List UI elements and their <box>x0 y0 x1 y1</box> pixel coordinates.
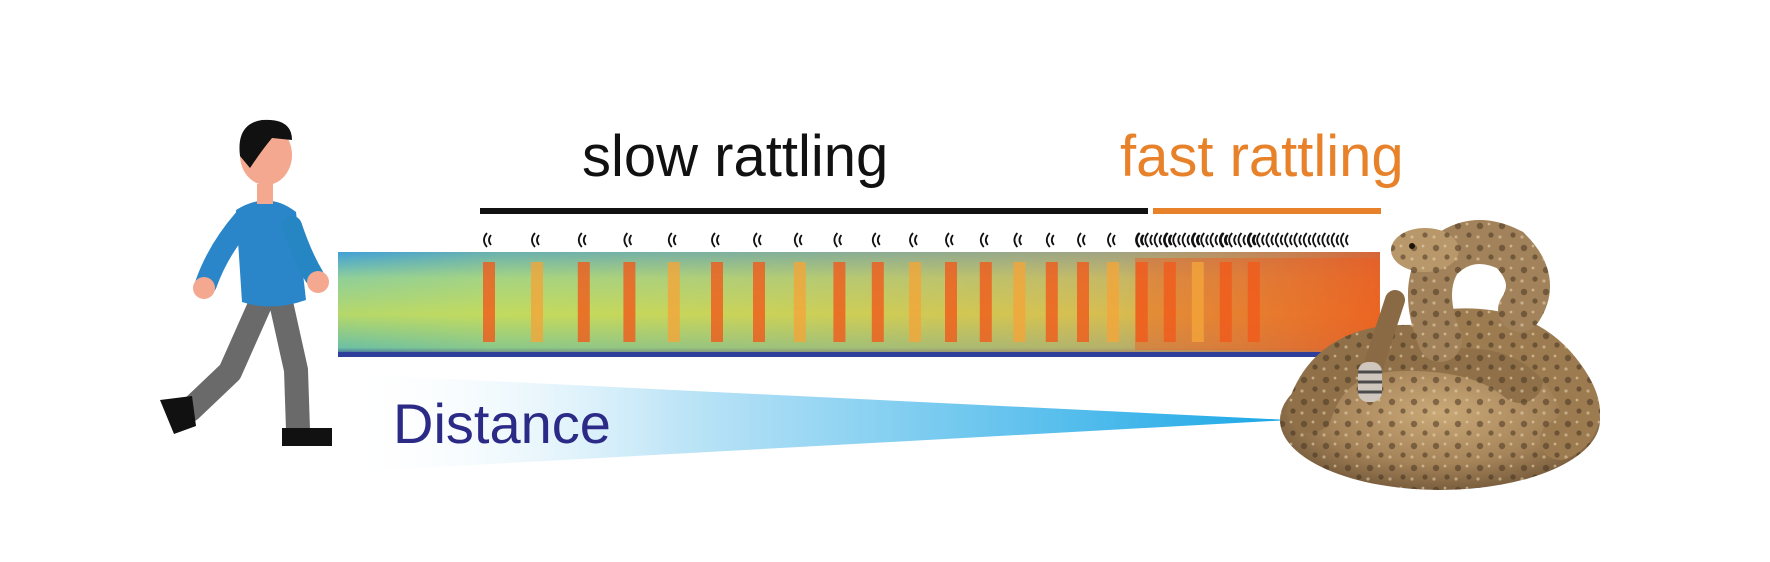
sound-wave-icon <box>1284 232 1293 248</box>
rattle-pulse <box>1107 262 1119 342</box>
sound-wave-icon <box>1274 232 1284 248</box>
rattle-pulse <box>1013 262 1026 342</box>
sound-wave-icon <box>1330 232 1340 248</box>
sound-wave-icon <box>1200 232 1209 248</box>
sound-wave-icon <box>833 232 843 248</box>
sound-wave-icon <box>1163 232 1172 248</box>
sound-wave-icon <box>1013 232 1023 248</box>
sound-wave-icon <box>1312 232 1321 248</box>
rattle-pulse <box>1247 262 1260 342</box>
sound-wave-icon <box>945 232 954 248</box>
rattle-pulse <box>753 262 765 342</box>
fast-rattling-label: fast rattling <box>1120 124 1404 189</box>
sound-wave-icon <box>1256 232 1265 248</box>
sound-wave-icon <box>1045 232 1055 248</box>
sound-wave-icon <box>1265 232 1275 248</box>
distance-wedge <box>345 374 1290 472</box>
rattle-pulse <box>1045 262 1058 342</box>
rattlesnake-icon <box>1280 220 1600 490</box>
sound-wave-icon <box>1209 232 1219 248</box>
rattle-pulse <box>945 262 957 342</box>
sound-wave-icon <box>483 232 492 248</box>
rattle-pulse <box>833 262 846 342</box>
sound-wave-icon <box>1107 232 1116 248</box>
rattle-pulse <box>531 262 543 342</box>
sound-wave-icon <box>871 232 881 248</box>
rattle-pulse <box>623 262 636 342</box>
sound-wave-icon <box>1246 232 1256 248</box>
rattle-pulse <box>979 262 992 342</box>
sound-wave-icon <box>1237 232 1247 248</box>
rattle-pulse <box>667 262 680 342</box>
sound-wave-icon <box>1321 232 1331 248</box>
rattle-pulse <box>871 262 884 342</box>
sound-wave-icon <box>577 232 587 248</box>
sound-wave-icon <box>1302 232 1312 248</box>
distance-label: Distance <box>393 392 611 455</box>
sound-wave-icon <box>793 232 803 248</box>
spectrogram <box>338 232 1380 357</box>
sound-wave-icon <box>1218 232 1228 248</box>
sound-wave-icon <box>1144 232 1154 248</box>
rattle-pulse <box>909 262 921 342</box>
fast-rattling-bar <box>1153 208 1381 214</box>
sound-wave-icon <box>1077 232 1086 248</box>
sound-wave-icon <box>1340 232 1349 248</box>
rattle-pulse <box>711 262 723 342</box>
sound-wave-icon <box>1191 232 1200 248</box>
walking-person-icon <box>160 119 332 446</box>
slow-rattling-bar <box>480 208 1148 214</box>
rattle-pulse <box>1163 262 1176 342</box>
sound-wave-icon <box>909 232 918 248</box>
sound-wave-icon <box>1135 232 1144 248</box>
sound-wave-icon <box>711 232 720 248</box>
rattle-pulse <box>1219 262 1232 342</box>
sound-wave-icon <box>1293 232 1303 248</box>
sound-wave-icon <box>623 232 633 248</box>
sound-wave-icon <box>667 232 677 248</box>
sound-wave-icon <box>1228 232 1237 248</box>
sound-wave-icon <box>1181 232 1191 248</box>
rattle-pulse <box>1077 262 1089 342</box>
sound-wave-icon <box>979 232 989 248</box>
slow-rattling-label: slow rattling <box>582 124 889 189</box>
rattle-pulse <box>1191 262 1204 342</box>
rattle-pulse <box>793 262 806 342</box>
sound-wave-icon <box>531 232 540 248</box>
sound-wave-icon <box>1153 232 1163 248</box>
rattle-pulse <box>1135 262 1148 342</box>
rattle-pulse <box>577 262 590 342</box>
sound-wave-icon <box>1172 232 1182 248</box>
sound-wave-icon <box>753 232 762 248</box>
rattle-pulse <box>483 262 495 342</box>
